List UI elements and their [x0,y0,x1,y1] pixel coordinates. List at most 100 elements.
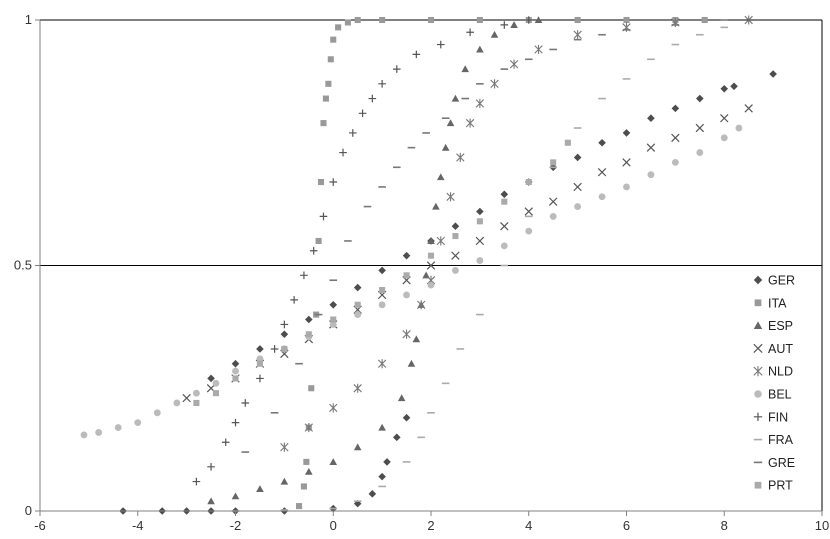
data-point-esp [353,443,362,451]
data-point-esp [451,94,460,102]
legend-label: ITA [768,296,787,310]
x-tick-label: 6 [623,518,630,533]
data-point-nld [446,192,455,202]
data-point-fin [221,438,230,447]
data-point-ger [392,433,401,442]
data-point-ita [308,385,315,392]
data-point-esp [280,477,289,485]
data-point-aut [451,251,460,260]
data-point-ger [305,315,313,324]
data-point-ger [329,300,338,309]
legend-marker-ger [753,275,763,285]
data-point-ger [769,70,777,78]
data-point-ger [451,222,460,231]
data-point-ita [354,16,361,24]
data-point-fin [349,129,357,137]
data-point-fin [241,399,250,407]
data-point-bel [427,281,435,289]
series-ger [119,70,777,515]
data-point-aut [182,393,191,403]
data-point-ita [574,16,581,24]
data-point-esp [305,467,313,475]
data-point-ita [295,503,303,510]
data-point-ger [280,330,289,339]
data-point-nld [509,59,519,69]
x-tick-label: 4 [525,518,532,533]
data-point-ger [402,251,411,260]
data-point-nld [465,118,475,128]
data-point-ger [256,345,264,353]
data-point-esp [490,30,499,38]
x-tick-label: -2 [230,518,242,533]
data-point-fin [270,345,279,353]
data-point-bel [452,266,459,274]
data-point-ita [701,16,708,24]
data-point-prt [403,272,410,279]
data-point-bel [153,409,161,417]
data-point-prt [476,218,483,225]
data-point-bel [623,183,630,191]
legend-item-ita: ITA [754,296,787,310]
data-point-bel [329,321,337,328]
data-point-prt [452,233,459,240]
legend-item-nld: NLD [753,365,793,379]
data-point-ger [647,114,655,122]
data-point-nld [329,403,338,413]
data-point-ger [402,413,411,422]
data-point-esp [397,394,406,402]
data-point-aut [720,113,729,123]
data-point-ger [573,153,582,162]
data-point-ger [207,374,215,383]
data-point-bel [212,379,220,387]
data-point-esp [207,497,215,505]
data-point-nld [417,300,426,310]
data-point-ita [476,16,483,24]
data-point-ita [317,178,325,186]
data-point-bel [598,193,606,201]
data-point-fin [378,80,386,88]
data-point-ita [623,16,630,24]
x-tick-label: 0 [330,518,337,533]
data-point-esp [510,21,518,28]
data-point-ger [671,104,680,113]
data-point-ger [383,458,391,466]
data-point-fin [500,21,509,29]
data-point-esp [461,65,470,73]
legend-label: PRT [768,479,793,493]
data-point-esp [407,359,416,367]
legend-label: ESP [768,319,793,333]
data-point-ger [353,499,362,508]
data-point-ita [325,80,332,87]
legend-item-prt: PRT [754,479,793,493]
data-point-nld [475,98,485,109]
data-point-esp [432,202,440,210]
data-point-prt [525,178,532,186]
data-point-nld [573,30,582,40]
data-point-esp [256,485,264,492]
data-point-ita [335,24,342,31]
data-point-esp [378,423,386,431]
data-point-esp [441,143,450,151]
data-point-prt [427,252,435,259]
series-gre [241,19,729,453]
data-point-nld [456,152,465,163]
data-point-bel [525,227,533,235]
data-point-bel [134,419,142,427]
data-point-aut [695,123,705,133]
legend-marker-ita [754,299,762,307]
data-point-prt [501,198,508,205]
x-tick-label: -6 [34,518,46,533]
legend-label: FIN [768,410,788,424]
legend-marker-nld [753,366,763,377]
legend-label: AUT [768,342,793,356]
data-point-aut [573,182,582,192]
data-point-ger [696,94,704,103]
data-point-esp [329,458,338,465]
legend-marker-aut [753,343,763,354]
data-point-prt [564,139,571,146]
data-point-fin [392,65,401,73]
legend-marker-prt [754,481,762,489]
y-tick-label: 0 [25,503,32,518]
data-point-fin [412,50,421,59]
